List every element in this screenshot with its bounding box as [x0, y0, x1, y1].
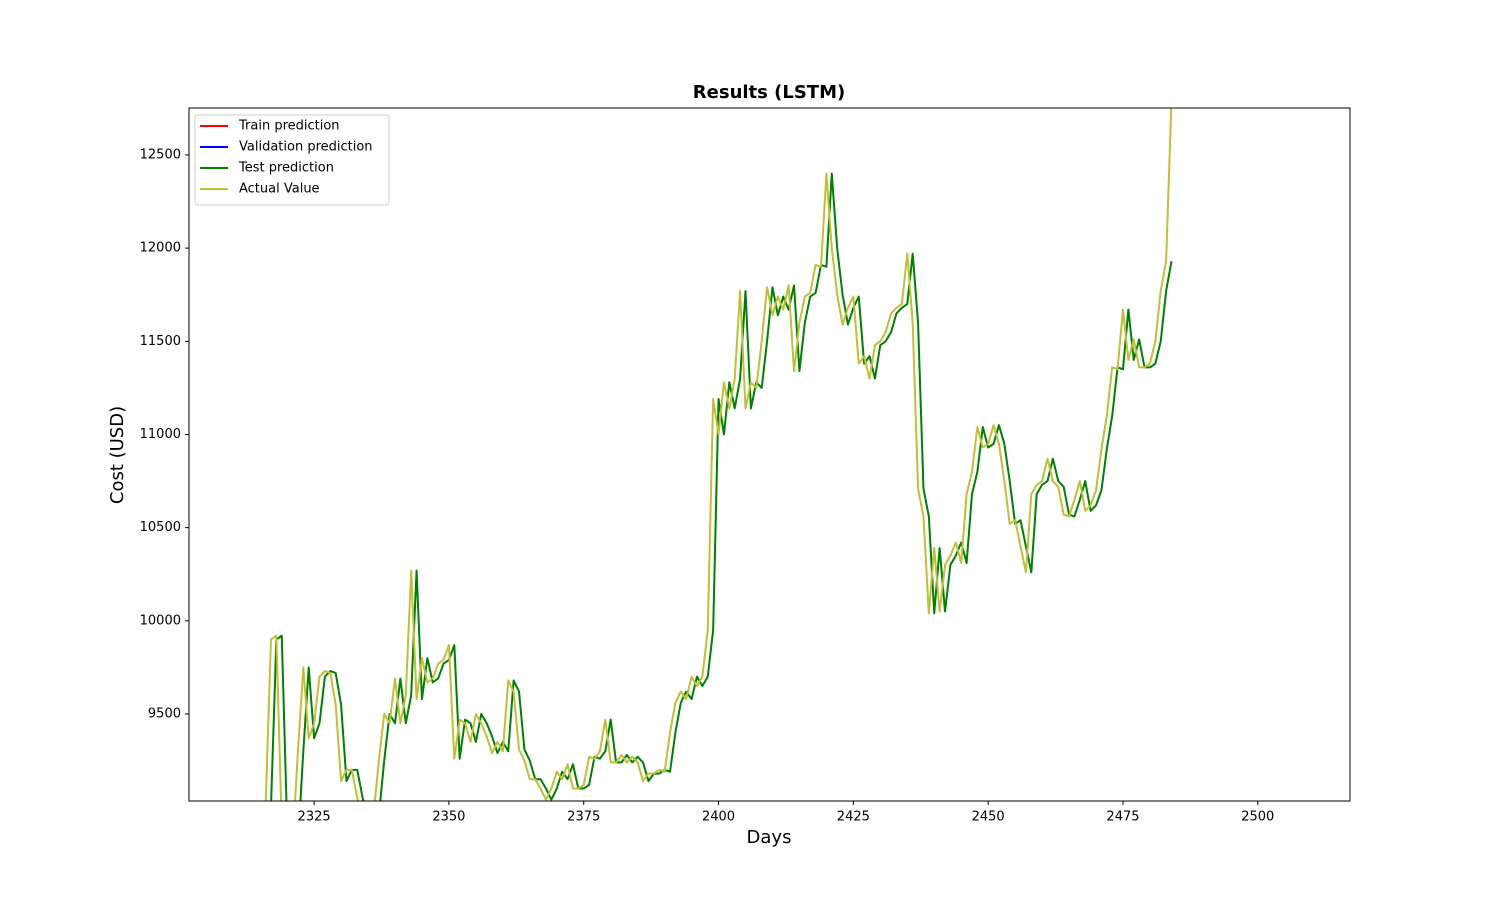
x-tick-label: 2500	[1241, 810, 1274, 825]
y-tick-label: 12000	[140, 241, 181, 256]
legend-label: Validation prediction	[239, 140, 373, 155]
legend-label: Train prediction	[238, 119, 340, 134]
legend-label: Test prediction	[238, 161, 334, 176]
legend-box	[194, 114, 390, 206]
x-tick-label: 2450	[972, 810, 1005, 825]
legend-label: Actual Value	[239, 182, 320, 197]
x-tick-label: 2325	[298, 810, 331, 825]
x-tick-label: 2475	[1106, 810, 1139, 825]
chart-title: Results (LSTM)	[693, 82, 845, 103]
y-tick-label: 12500	[140, 147, 181, 162]
x-tick-label: 2400	[702, 810, 735, 825]
y-axis-label: Cost (USD)	[107, 406, 128, 504]
x-tick-label: 2375	[567, 810, 600, 825]
axes-frame	[188, 107, 1351, 802]
x-tick-label: 2425	[837, 810, 870, 825]
y-tick-label: 11500	[140, 334, 181, 349]
plot-area	[264, 108, 1173, 801]
y-tick-label: 10000	[140, 613, 181, 628]
y-tick-label: 11000	[140, 427, 181, 442]
x-axis-label: Days	[747, 827, 792, 848]
x-tick-label: 2350	[432, 810, 465, 825]
y-tick-label: 10500	[140, 520, 181, 535]
y-tick-label: 9500	[148, 706, 181, 721]
series-line	[264, 108, 1173, 801]
